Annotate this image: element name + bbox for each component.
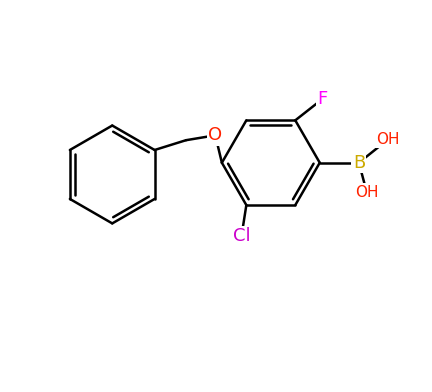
- Text: F: F: [318, 90, 328, 108]
- Text: OH: OH: [355, 185, 378, 200]
- Text: O: O: [208, 126, 222, 144]
- Text: Cl: Cl: [233, 227, 250, 245]
- Text: B: B: [353, 154, 365, 172]
- Text: OH: OH: [377, 132, 400, 147]
